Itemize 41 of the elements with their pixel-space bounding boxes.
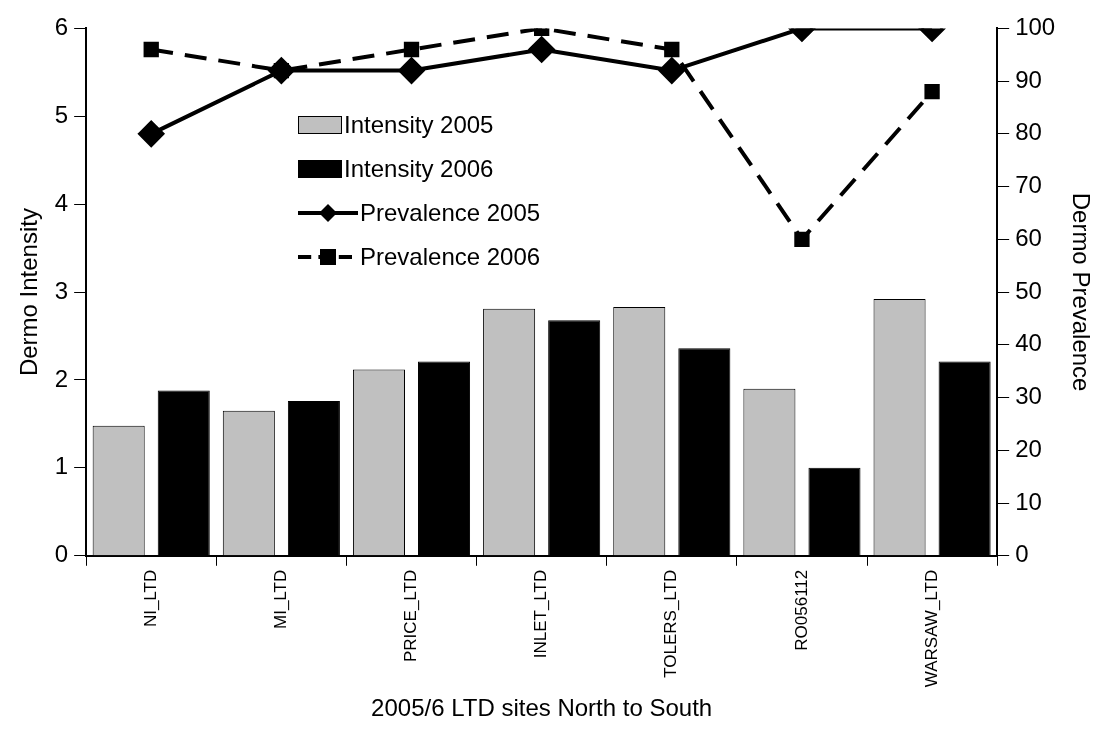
- y2-tick-label: 10: [1015, 487, 1042, 515]
- point: [398, 57, 425, 84]
- y2-axis-title: Dermo Prevalence: [1067, 192, 1095, 392]
- point: [138, 120, 165, 147]
- x-tick-label: RO056112: [791, 569, 811, 651]
- y2-tick-label: 100: [1015, 13, 1056, 41]
- y-tick-label: 0: [54, 540, 69, 568]
- x-tick-label: WARSAW_LTD: [921, 569, 941, 688]
- y2-tick-label: 70: [1015, 171, 1042, 199]
- x-tick-label: MI_LTD: [271, 569, 291, 629]
- y2-tick-label: 50: [1015, 276, 1042, 304]
- legend-label: Intensity 2005: [344, 110, 494, 140]
- legend-label: Prevalence 2005: [360, 198, 541, 228]
- y2-tick-label: 30: [1015, 382, 1042, 410]
- point: [143, 41, 159, 58]
- y-axis-title: Dermo Intensity: [15, 208, 43, 377]
- y2-tick-label: 90: [1015, 65, 1042, 93]
- y-tick-label: 3: [54, 276, 69, 304]
- legend-label: Intensity 2006: [344, 154, 494, 184]
- point: [924, 84, 940, 100]
- y-tick-label: 4: [54, 188, 69, 216]
- x-tick-label: NI_LTD: [140, 569, 160, 628]
- y-tick-label: 5: [54, 100, 69, 128]
- y2-tick-label: 60: [1015, 223, 1042, 251]
- y-tick-label: 6: [54, 13, 69, 41]
- x-tick-label: TOLERS_LTD: [661, 569, 681, 678]
- point: [794, 231, 810, 247]
- legend-label: Prevalence 2006: [360, 242, 541, 272]
- y2-tick-label: 40: [1015, 329, 1042, 357]
- y2-tick-label: 20: [1015, 434, 1042, 462]
- y2-tick-label: 80: [1015, 118, 1042, 146]
- x-tick-label: INLET_LTD: [531, 569, 551, 659]
- y-tick-label: 1: [54, 452, 69, 480]
- point: [664, 41, 680, 58]
- y2-tick-label: 0: [1015, 540, 1029, 568]
- point: [658, 57, 685, 84]
- point: [528, 36, 555, 63]
- x-tick-label: PRICE_LTD: [401, 569, 421, 663]
- x-axis-title: 2005/6 LTD sites North to South: [371, 694, 713, 722]
- point: [403, 41, 420, 58]
- y-tick-label: 2: [54, 364, 69, 392]
